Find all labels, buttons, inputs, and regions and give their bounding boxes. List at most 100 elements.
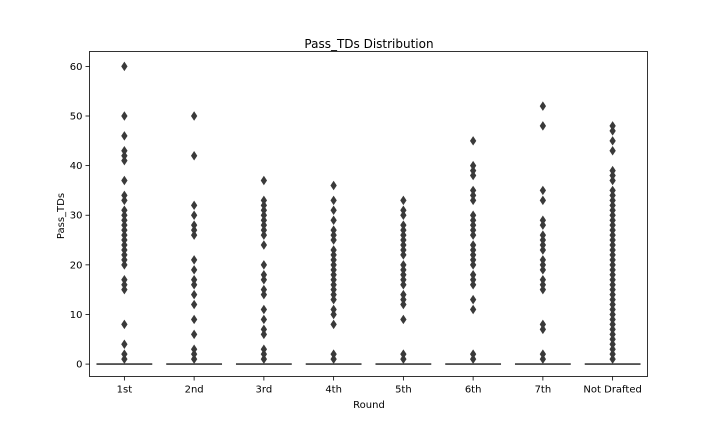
outlier-point: [330, 284, 337, 295]
outlier-point: [260, 240, 268, 250]
outlier-point: [121, 225, 128, 235]
outlier-point: [190, 349, 198, 359]
outlier-point: [469, 190, 477, 201]
outlier-point: [469, 165, 477, 176]
outlier-point: [539, 245, 547, 255]
outlier-point: [260, 349, 268, 359]
outlier-point: [400, 354, 407, 364]
outlier-point: [539, 240, 547, 250]
outlier-point: [609, 304, 616, 315]
outlier-point: [609, 289, 616, 300]
outlier-point: [400, 270, 407, 280]
outlier-point: [190, 265, 198, 275]
outlier-point: [121, 349, 128, 359]
outlier-point: [190, 111, 198, 121]
outlier-point: [260, 275, 268, 285]
outlier-point: [260, 260, 268, 270]
outlier-point: [469, 354, 477, 364]
outlier-point: [539, 324, 547, 335]
outlier-point: [539, 195, 547, 206]
outlier-point: [400, 289, 407, 300]
outlier-point: [121, 250, 128, 260]
outlier-point: [260, 175, 268, 186]
outlier-point: [609, 235, 616, 245]
outlier-point: [330, 354, 337, 364]
outlier-point: [469, 279, 477, 290]
outlier-point: [609, 314, 616, 325]
outlier-point: [469, 349, 477, 359]
y-tick-label: 50: [70, 112, 83, 123]
outlier-point: [609, 250, 616, 260]
outlier-point: [121, 131, 128, 141]
outlier-point: [190, 329, 198, 340]
outlier-point: [260, 205, 268, 216]
outlier-point: [330, 260, 337, 270]
outlier-point: [469, 255, 477, 265]
outlier-point: [469, 245, 477, 255]
outlier-point: [330, 235, 337, 245]
x-tick-label: 4th: [325, 385, 342, 396]
outlier-point: [121, 215, 128, 225]
outlier-point: [469, 270, 477, 280]
outlier-point: [400, 210, 407, 220]
outlier-point: [609, 230, 616, 240]
outlier-point: [400, 275, 407, 285]
outlier-point: [469, 185, 477, 196]
outlier-point: [330, 230, 337, 240]
axes-frame: [89, 51, 648, 377]
outlier-point: [609, 349, 616, 359]
outlier-point: [330, 289, 337, 300]
outlier-point: [260, 284, 268, 295]
outlier-point: [190, 279, 198, 290]
outlier-point: [121, 275, 128, 285]
outlier-point: [190, 354, 198, 364]
outlier-point: [330, 180, 337, 191]
x-tick-label: 6th: [465, 385, 482, 396]
outlier-point: [260, 195, 268, 206]
outlier-point: [260, 270, 268, 280]
outlier-point: [539, 255, 547, 265]
outlier-point: [190, 255, 198, 265]
outlier-point: [190, 200, 198, 211]
outlier-point: [609, 210, 616, 220]
outlier-point: [121, 235, 128, 245]
outlier-point: [400, 240, 407, 250]
outlier-point: [609, 220, 616, 230]
outlier-point: [469, 225, 477, 235]
outlier-point: [609, 354, 616, 364]
outlier-point: [260, 230, 268, 240]
outlier-point: [330, 270, 337, 280]
outlier-point: [609, 279, 616, 290]
plot-area: 0 10 20 30 40 50 60 1st 2nd 3rd 4th 5th 6th 7th Not Dr…: [70, 61, 642, 396]
outlier-point: [609, 255, 616, 265]
outlier-point: [609, 294, 616, 305]
outlier-point: [400, 250, 407, 260]
outlier-point: [330, 309, 337, 320]
outlier-point: [539, 220, 547, 230]
outlier-point: [260, 324, 268, 335]
outlier-point: [400, 349, 407, 359]
outlier-point: [190, 150, 198, 161]
outlier-point: [400, 225, 407, 235]
outlier-point: [190, 220, 198, 230]
chart-title: Pass_TDs Distribution: [304, 37, 433, 51]
outlier-point: [469, 294, 477, 305]
outlier-point: [539, 185, 547, 196]
outlier-point: [539, 121, 547, 131]
outlier-point: [330, 265, 337, 275]
outlier-point: [539, 260, 547, 270]
outlier-point: [609, 190, 616, 201]
x-tick-label: 3rd: [256, 385, 273, 396]
outlier-point: [469, 260, 477, 270]
outlier-point: [400, 245, 407, 255]
outlier-point: [469, 230, 477, 240]
x-tick-label: 2nd: [185, 385, 204, 396]
outlier-point: [609, 170, 616, 181]
y-tick-label: 20: [70, 260, 83, 271]
x-tick-label: 1st: [117, 385, 133, 396]
outlier-point: [260, 289, 268, 300]
outlier-point: [121, 61, 128, 72]
outlier-point: [469, 275, 477, 285]
outlier-point: [609, 260, 616, 270]
